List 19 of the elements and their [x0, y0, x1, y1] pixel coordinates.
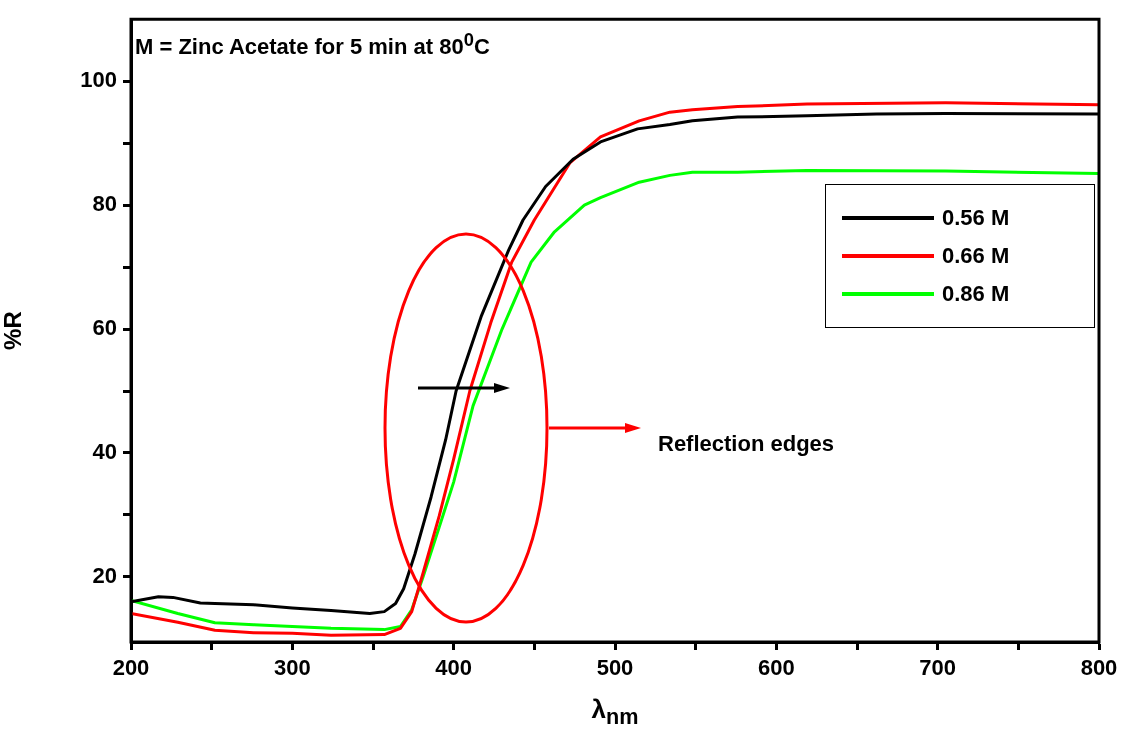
y-tick-label: 20: [92, 562, 117, 588]
y-axis-title: %R: [0, 311, 27, 350]
x-tick-label: 800: [1080, 655, 1118, 681]
y-tick-label: 40: [92, 439, 117, 465]
x-axis-title: λ$_{nm}$: [591, 694, 639, 731]
y-tick-label: 80: [92, 191, 117, 217]
text: M = Zinc Acetate for 5 min at 80$^{0}$C: [135, 29, 490, 61]
y-tick-label: 60: [92, 315, 117, 341]
x-tick-label: 700: [919, 655, 957, 681]
legend-label: 0.66 M: [942, 243, 1010, 270]
x-tick-label: 500: [596, 655, 634, 681]
x-tick-label: 400: [435, 655, 473, 681]
x-tick-label: 200: [112, 655, 150, 681]
x-tick-label: 600: [757, 655, 795, 681]
legend-label: 0.86 M: [942, 281, 1010, 308]
annotation: Reflection edges: [658, 431, 835, 458]
x-tick-label: 300: [273, 655, 311, 681]
y-tick-label: 100: [80, 67, 117, 93]
legend-label: 0.56 M: [942, 205, 1010, 232]
